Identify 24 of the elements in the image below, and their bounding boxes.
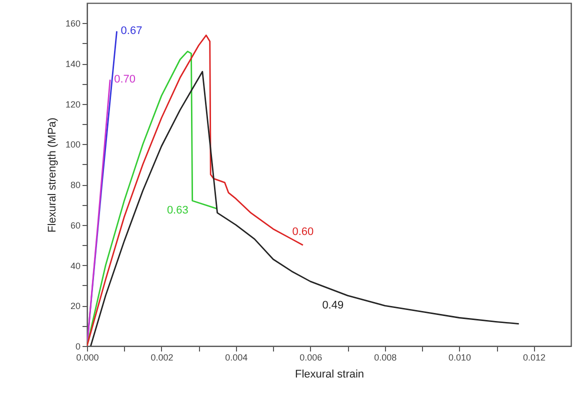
y-axis-title: Flexural strength (MPa) (46, 118, 58, 232)
y-tick-label: 160 (65, 18, 80, 29)
x-tick-label: 0.004 (225, 352, 248, 362)
y-tick-label: 120 (65, 99, 80, 110)
y-tick-label: 60 (70, 220, 80, 230)
y-tick-label: 20 (70, 301, 80, 312)
y-tick-label: 0 (75, 342, 80, 352)
x-tick-label: 0.008 (374, 352, 397, 362)
x-tick-label: 0.012 (523, 352, 546, 362)
x-tick-label: 0.000 (76, 352, 99, 362)
line-series (90, 70, 520, 346)
annotation: 0.67 (120, 25, 142, 38)
x-tick-label: 0.010 (448, 352, 472, 362)
annotation: 0.49 (322, 300, 344, 312)
y-tick-label: 100 (65, 140, 80, 150)
x-tick-label: 0.006 (300, 352, 322, 362)
annotation: 0.60 (292, 226, 314, 238)
annotation: 0.63 (166, 204, 188, 217)
y-tick-label: 40 (70, 260, 80, 271)
x-axis-title: Flexural strain (294, 368, 364, 380)
annotation: 0.70 (114, 74, 136, 86)
x-tick-label: 0.002 (150, 352, 174, 362)
y-tick-label: 140 (65, 59, 80, 70)
y-tick-label: 80 (70, 180, 80, 190)
